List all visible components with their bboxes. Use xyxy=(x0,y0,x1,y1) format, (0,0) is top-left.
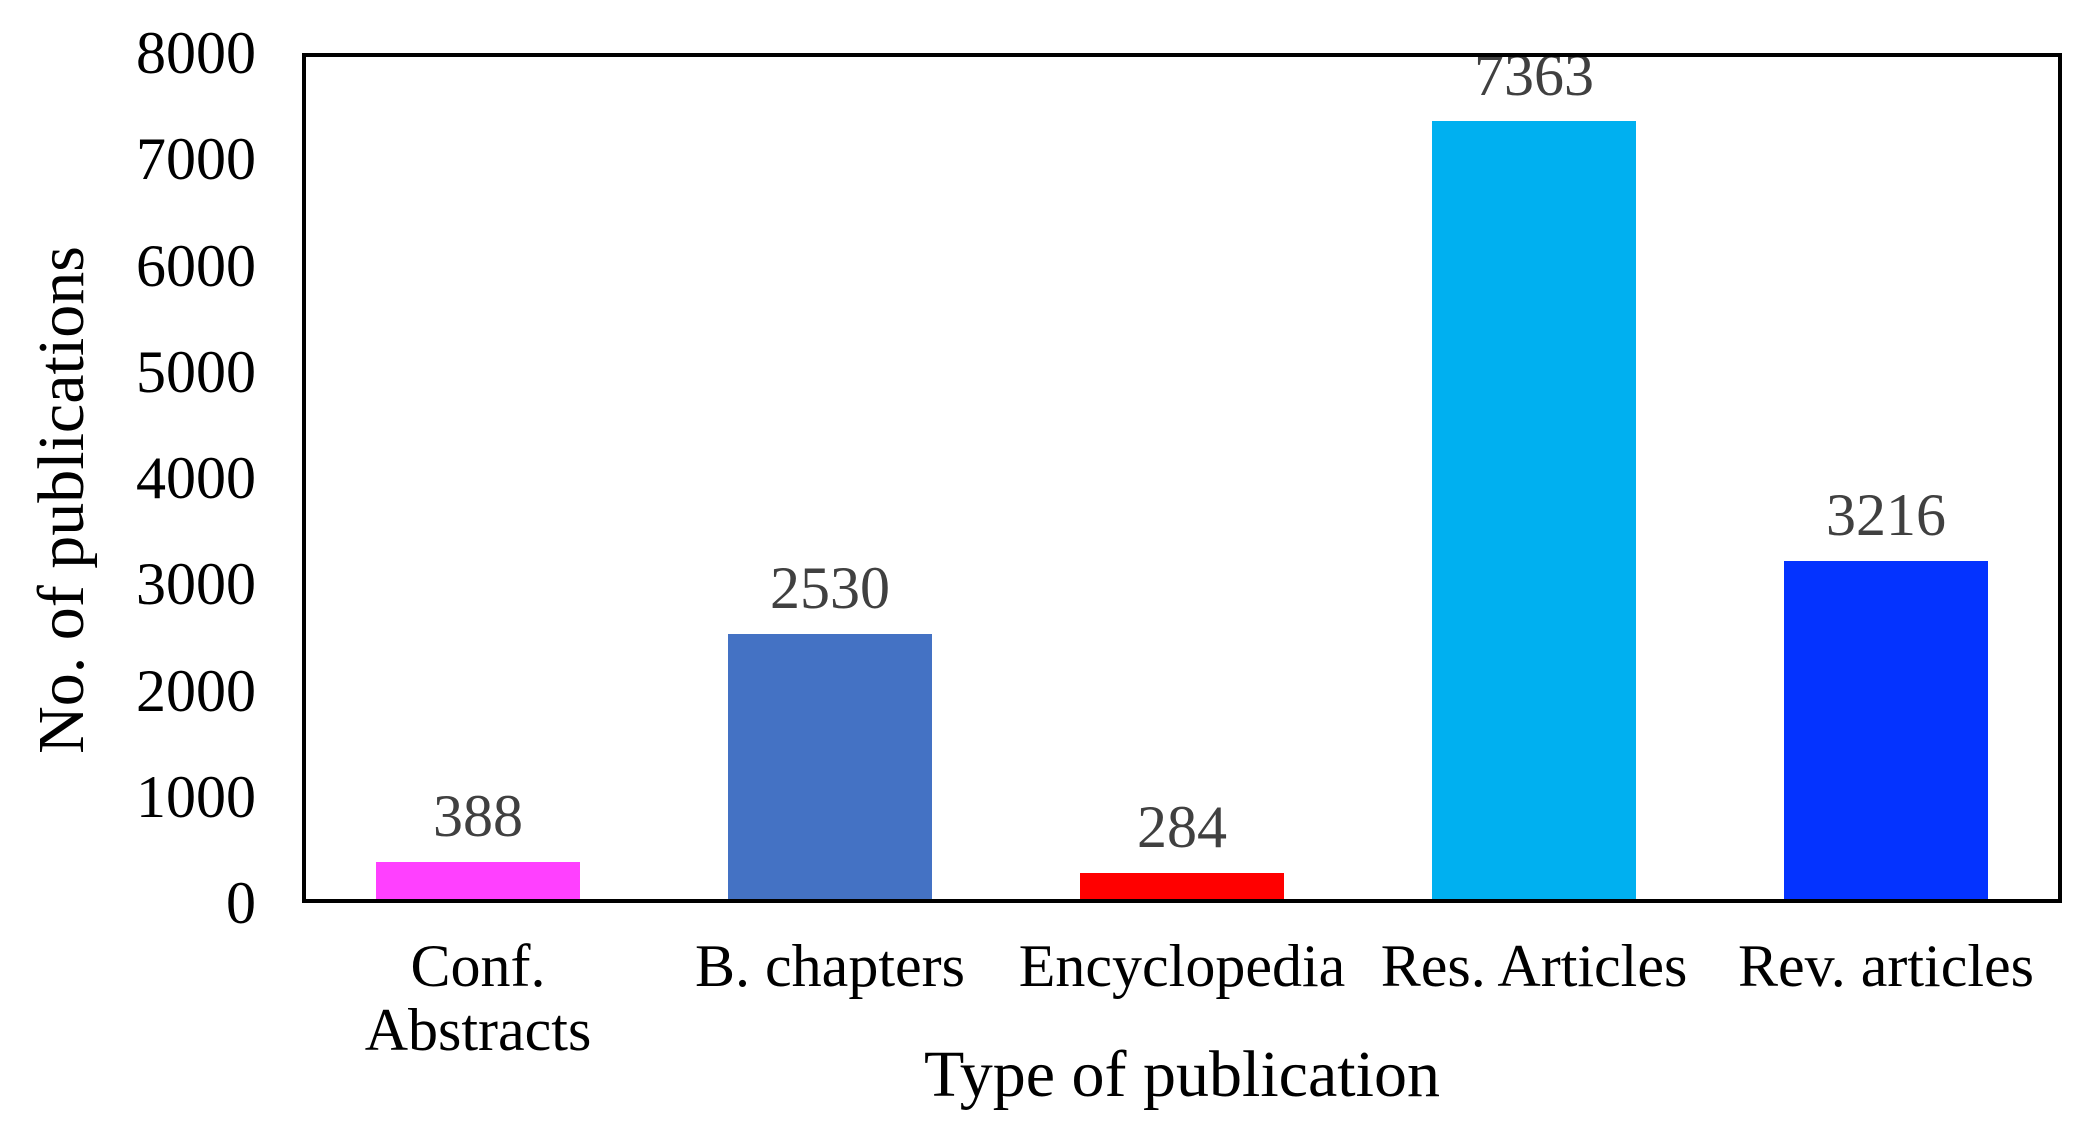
bar xyxy=(1080,872,1284,903)
y-tick-label: 5000 xyxy=(136,338,256,405)
y-tick-label: 8000 xyxy=(136,20,256,86)
y-tick-label: 7000 xyxy=(136,126,256,193)
x-tick-label: Conf. Abstracts xyxy=(364,933,592,1063)
x-tick-label: Rev. articles xyxy=(1738,933,2034,999)
y-tick-label: 6000 xyxy=(136,232,256,299)
bar-value-label: 388 xyxy=(433,782,523,849)
x-axis-category-labels: Conf. Abstracts B. chapters Encyclopedia Re… xyxy=(302,933,2062,1075)
bar-value-label: 2530 xyxy=(770,555,890,622)
y-tick-label: 3000 xyxy=(136,551,256,618)
y-tick-label: 2000 xyxy=(136,657,256,724)
y-tick-label: 1000 xyxy=(136,763,256,830)
bar xyxy=(728,634,932,903)
x-tick-label: Res. Articles xyxy=(1380,933,1688,999)
y-axis-tick-labels: 0 1000 2000 3000 4000 5000 6000 7000 8000 xyxy=(0,23,256,933)
bar xyxy=(1784,561,1988,903)
bar-value-label: 7363 xyxy=(1474,41,1594,108)
x-tick-label: Encyclopedia xyxy=(1018,933,1346,999)
x-tick-label: B. chapters xyxy=(695,933,965,999)
plot-area: 388 2530 284 7363 3216 xyxy=(302,45,2062,903)
bar-value-label: 284 xyxy=(1137,793,1227,860)
y-tick-label: 4000 xyxy=(136,445,256,511)
y-tick-label: 0 xyxy=(226,870,256,936)
bar xyxy=(376,861,580,903)
bar xyxy=(1432,120,1636,903)
bar-value-label: 3216 xyxy=(1826,482,1946,549)
x-axis-title: Type of publication xyxy=(924,1038,1440,1111)
